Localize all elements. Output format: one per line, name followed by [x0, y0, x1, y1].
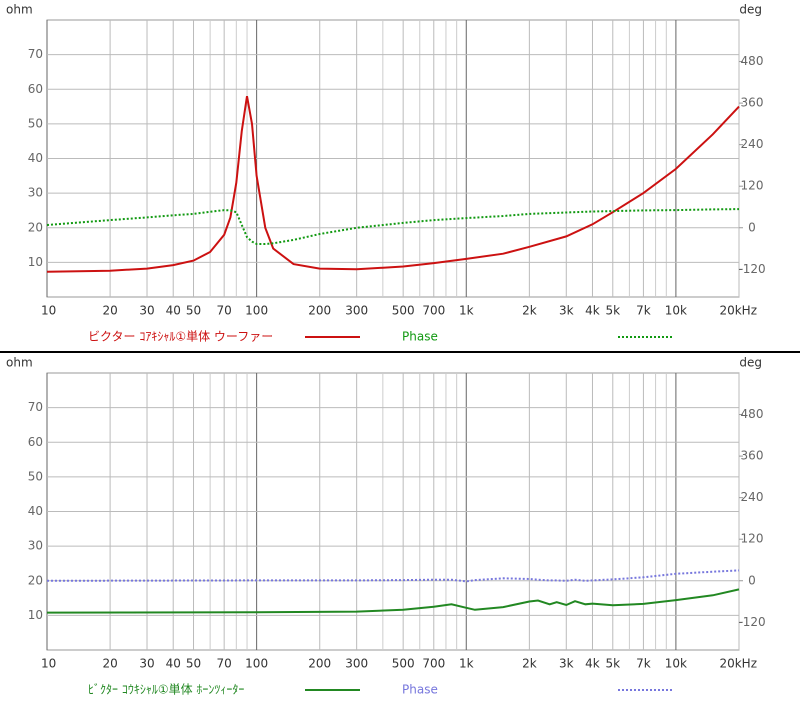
legend-label: Phase: [402, 330, 438, 344]
y2-tick-label: 360: [741, 449, 764, 463]
y2-tick-label: 120: [741, 532, 764, 546]
y2-tick-label: 360: [741, 96, 764, 110]
y-tick-label: 30: [28, 186, 43, 200]
x-tick-label: 200: [308, 657, 331, 671]
y-tick-label: 10: [28, 255, 43, 269]
x-tick-label: 1k: [459, 657, 474, 671]
y-tick-label: 40: [28, 151, 43, 165]
y-tick-label: 20: [28, 573, 43, 587]
series-line: [46, 588, 740, 614]
x-tick-label: 50: [186, 304, 201, 318]
y-tick-label: 10: [28, 608, 43, 622]
x-tick-label: 1k: [459, 304, 474, 318]
x-tick-label: 20kHz: [719, 304, 757, 318]
x-tick-label: 10: [41, 657, 56, 671]
x-tick-label: 700: [422, 657, 445, 671]
series-line: [46, 96, 740, 273]
x-tick-label: 10: [41, 304, 56, 318]
x-tick-label: 40: [166, 657, 181, 671]
y2-tick-label: -120: [738, 615, 765, 629]
x-tick-label: 100: [245, 304, 268, 318]
y-tick-label: 40: [28, 504, 43, 518]
y2-tick-label: 240: [741, 490, 764, 504]
y-tick-label: 70: [28, 400, 43, 414]
y2-tick-label: 480: [741, 54, 764, 68]
y-tick-label: 30: [28, 539, 43, 553]
y-tick-label: 70: [28, 47, 43, 61]
x-tick-label: 20: [102, 304, 117, 318]
y2-tick-label: 120: [741, 179, 764, 193]
x-tick-label: 50: [186, 657, 201, 671]
y-axis-label: ohm: [6, 3, 33, 17]
y-tick-label: 60: [28, 435, 43, 449]
x-tick-label: 200: [308, 304, 331, 318]
y-tick-label: 50: [28, 116, 43, 130]
y2-tick-label: -120: [738, 262, 765, 276]
x-tick-label: 3k: [559, 657, 574, 671]
x-tick-label: 4k: [585, 657, 600, 671]
x-tick-label: 70: [217, 304, 232, 318]
x-tick-label: 500: [392, 304, 415, 318]
y2-tick-label: 240: [741, 137, 764, 151]
legend-label: ビクター ｺｱｷｼｬﾙ①単体 ウーファー: [88, 330, 273, 344]
y2-tick-label: 480: [741, 407, 764, 421]
y-tick-label: 60: [28, 82, 43, 96]
x-tick-label: 2k: [522, 304, 537, 318]
x-tick-label: 3k: [559, 304, 574, 318]
x-tick-label: 300: [345, 657, 368, 671]
x-tick-label: 20kHz: [719, 657, 757, 671]
y2-axis-label: deg: [739, 3, 762, 17]
x-tick-label: 7k: [636, 657, 651, 671]
y2-tick-label: 0: [748, 220, 756, 234]
x-tick-label: 5k: [605, 304, 620, 318]
x-tick-label: 700: [422, 304, 445, 318]
x-tick-label: 30: [139, 304, 154, 318]
y-axis-label: ohm: [6, 356, 33, 370]
x-tick-label: 2k: [522, 657, 537, 671]
y-tick-label: 50: [28, 469, 43, 483]
series-line: [46, 569, 740, 583]
x-tick-label: 30: [139, 657, 154, 671]
x-tick-label: 500: [392, 657, 415, 671]
x-tick-label: 5k: [605, 657, 620, 671]
y2-tick-label: 0: [748, 573, 756, 587]
legend-label: Phase: [402, 683, 438, 697]
x-tick-label: 10k: [665, 304, 687, 318]
y-tick-label: 20: [28, 220, 43, 234]
x-tick-label: 70: [217, 657, 232, 671]
x-tick-label: 40: [166, 304, 181, 318]
series-line: [46, 208, 740, 245]
legend-label: ﾋﾞｸﾀｰ ｺｳｷｼｬﾙ①単体 ﾎｰﾝﾂｨｰﾀｰ: [88, 683, 244, 697]
x-tick-label: 100: [245, 657, 268, 671]
x-tick-label: 300: [345, 304, 368, 318]
x-tick-label: 10k: [665, 657, 687, 671]
y2-axis-label: deg: [739, 356, 762, 370]
x-tick-label: 20: [102, 657, 117, 671]
x-tick-label: 7k: [636, 304, 651, 318]
x-tick-label: 4k: [585, 304, 600, 318]
